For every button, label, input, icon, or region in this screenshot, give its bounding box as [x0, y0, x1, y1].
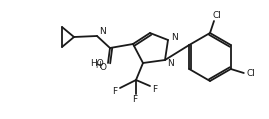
Text: Cl: Cl	[246, 69, 255, 79]
Text: HO: HO	[90, 60, 104, 69]
Text: F: F	[153, 84, 158, 94]
Text: N: N	[171, 32, 177, 42]
Text: O: O	[100, 64, 107, 72]
Text: Cl: Cl	[213, 10, 221, 20]
Text: F: F	[112, 87, 118, 97]
Text: F: F	[132, 94, 137, 104]
Text: H: H	[95, 60, 101, 69]
Text: N: N	[168, 60, 174, 69]
Text: N: N	[99, 27, 105, 35]
